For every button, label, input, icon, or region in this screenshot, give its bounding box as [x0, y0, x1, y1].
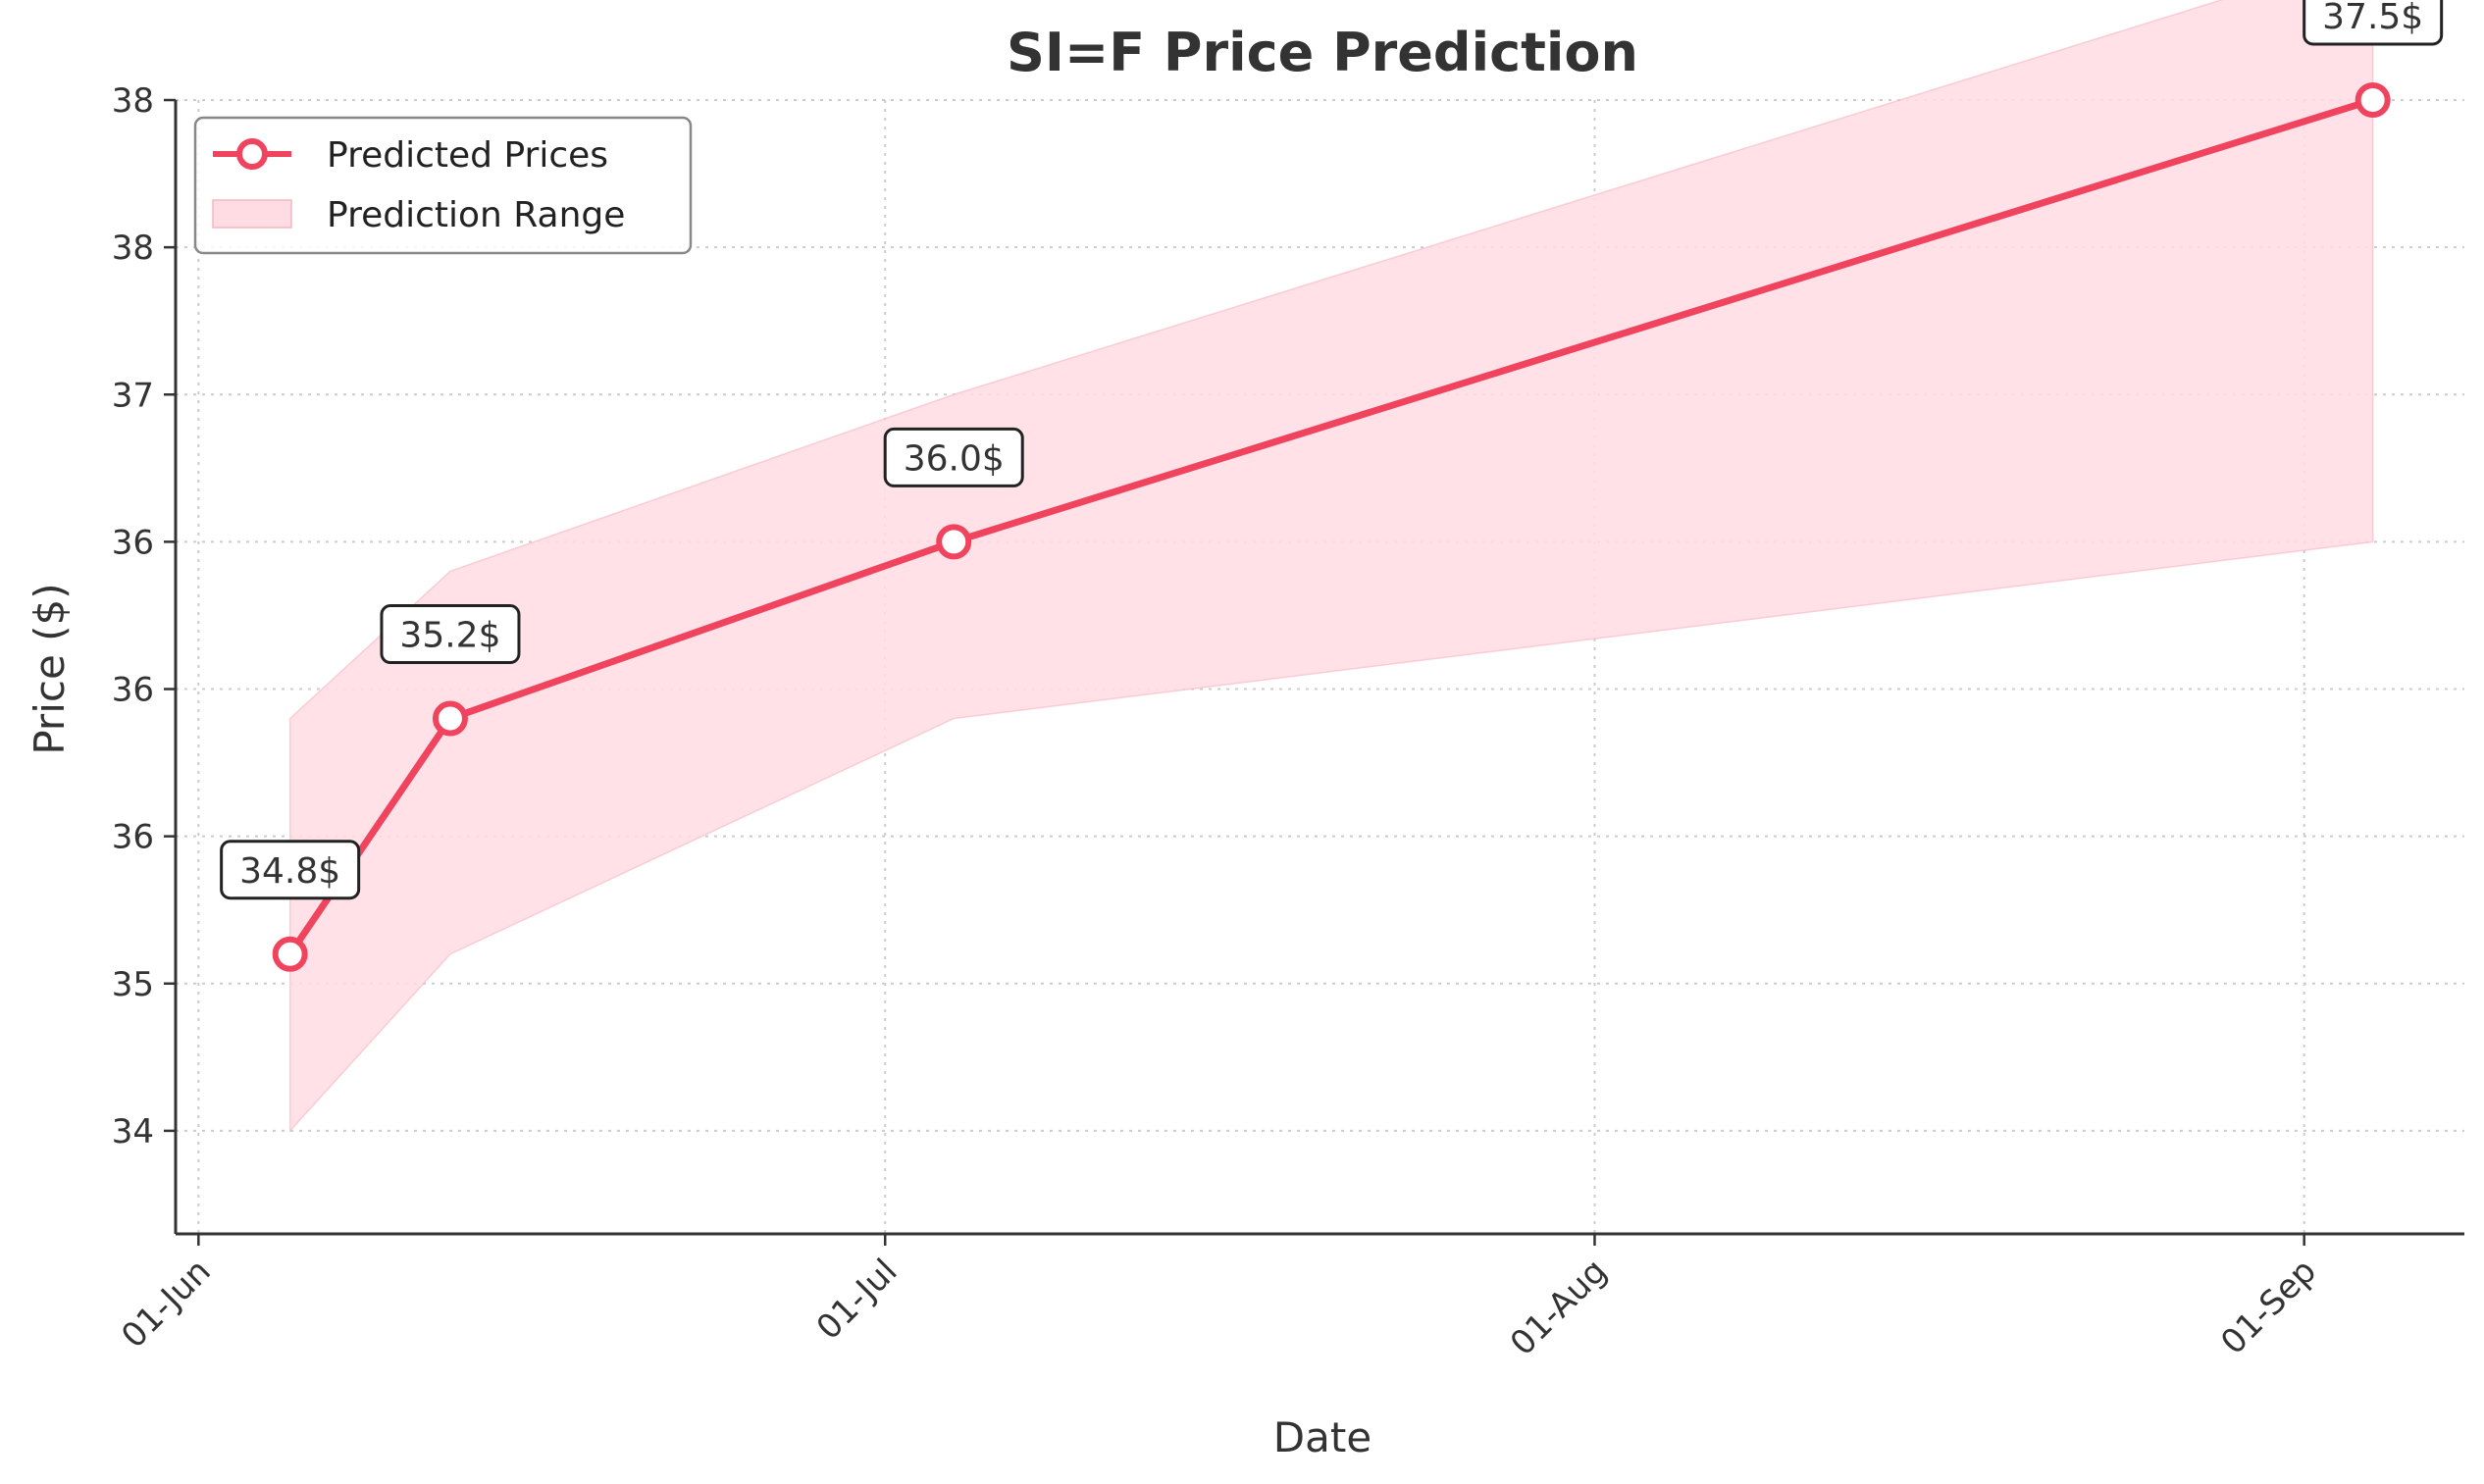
- y-tick-label: 36: [112, 523, 154, 562]
- y-axis-label: Price ($): [26, 583, 74, 754]
- prediction-range-band: [288, 0, 2374, 1133]
- data-label: 34.8$: [239, 851, 340, 892]
- y-tick-label: 38: [112, 229, 154, 268]
- data-label-box: [2303, 0, 2444, 46]
- data-label: 36.0$: [904, 438, 1005, 479]
- y-tick-label: 35: [112, 965, 154, 1004]
- point-layer: [272, 82, 2391, 972]
- predicted-prices-line: [286, 96, 2377, 958]
- predicted-price-point: [2355, 82, 2391, 118]
- legend-entry-predicted: Predicted Prices: [327, 135, 608, 176]
- legend: Predicted Prices Prediction Range: [193, 116, 693, 255]
- data-label: 35.2$: [399, 616, 500, 656]
- y-tick-label: 38: [112, 81, 154, 121]
- y-tick-label: 36: [112, 671, 154, 710]
- y-tick-label: 34: [112, 1112, 154, 1151]
- data-label-box: [380, 604, 521, 665]
- line-layer: [286, 96, 2377, 958]
- legend-band-swatch: [212, 199, 292, 229]
- predicted-price-point: [272, 936, 308, 972]
- y-tick-label: 36: [112, 818, 154, 857]
- legend-frame: [193, 116, 693, 255]
- predicted-price-point: [432, 700, 468, 737]
- data-label: 37.5$: [2322, 0, 2423, 37]
- x-axis-label: Date: [1273, 1413, 1371, 1461]
- data-label-box: [883, 427, 1024, 487]
- y-tick-label: 37: [112, 376, 154, 415]
- data-label-box: [220, 840, 361, 900]
- legend-entry-range: Prediction Range: [327, 195, 625, 235]
- label-layer: 34.8$ 35.2$ 36.0$ 37.5$: [220, 0, 2444, 900]
- legend-marker-swatch: [236, 138, 268, 170]
- chart-title: SI=F Price Prediction: [1007, 22, 1638, 83]
- y-tick-layer: 34 35 36 36 36 37 38 38: [112, 81, 176, 1151]
- predicted-price-point: [936, 524, 972, 560]
- band-layer: [288, 0, 2374, 1133]
